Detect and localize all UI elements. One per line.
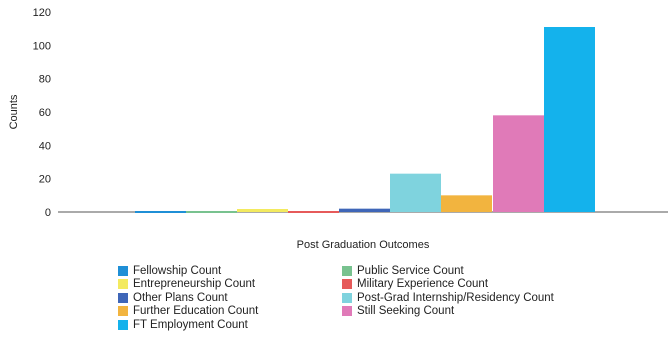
- bar-further-education-count: [441, 195, 492, 212]
- legend-item-public-service-count: Public Service Count: [342, 264, 602, 278]
- bar-still-seeking-count: [493, 115, 544, 212]
- legend-swatch: [342, 292, 352, 303]
- legend-swatch: [118, 292, 128, 303]
- legend-label: Entrepreneurship Count: [133, 278, 256, 291]
- legend-swatch: [118, 319, 128, 330]
- legend-swatch: [342, 265, 352, 276]
- legend: Fellowship Count Public Service Count Entr…: [118, 264, 618, 332]
- legend-swatch: [118, 279, 128, 290]
- legend-item-fellowship-count: Fellowship Count: [118, 264, 342, 278]
- bar-fellowship-count: [135, 211, 186, 213]
- legend-swatch: [342, 279, 352, 290]
- y-tick-label: 120: [33, 7, 51, 19]
- legend-label: Post-Grad Internship/Residency Count: [357, 291, 554, 304]
- legend-item-military-experience-count: Military Experience Count: [342, 278, 602, 292]
- legend-item-still-seeking-count: Still Seeking Count: [342, 305, 602, 319]
- bars: [135, 27, 595, 213]
- legend-label: FT Employment Count: [133, 318, 248, 331]
- legend-label: Military Experience Count: [357, 278, 489, 291]
- legend-swatch: [118, 306, 128, 317]
- bar-ft-employment-count: [544, 27, 595, 212]
- legend-label: Other Plans Count: [133, 291, 228, 304]
- legend-swatch: [118, 265, 128, 276]
- y-tick-label: 100: [33, 40, 51, 52]
- legend-label: Still Seeking Count: [357, 305, 455, 318]
- legend-label: Fellowship Count: [133, 264, 222, 277]
- legend-label: Further Education Count: [133, 305, 259, 318]
- legend-label: Public Service Count: [357, 264, 464, 277]
- bar-entrepreneurship-count: [237, 209, 288, 212]
- legend-item-entrepreneurship-count: Entrepreneurship Count: [118, 278, 342, 292]
- bar-post-grad-internship-residency-count: [390, 173, 441, 212]
- legend-item-further-education-count: Further Education Count: [118, 305, 342, 319]
- y-axis: 0 20 40 60 80 100 120: [33, 7, 51, 219]
- y-tick-label: 20: [39, 174, 51, 186]
- y-tick-label: 60: [39, 107, 51, 119]
- bar-other-plans-count: [339, 208, 390, 212]
- y-tick-label: 0: [45, 207, 51, 219]
- legend-swatch: [342, 306, 352, 317]
- y-axis-title: Counts: [8, 94, 20, 129]
- y-tick-label: 80: [39, 74, 51, 86]
- x-axis-title: Post Graduation Outcomes: [297, 239, 430, 251]
- legend-item-other-plans-count: Other Plans Count: [118, 291, 342, 305]
- bar-military-experience-count: [288, 211, 339, 213]
- legend-item-ft-employment-count: FT Employment Count: [118, 318, 342, 332]
- legend-item-post-grad-internship-residency-count: Post-Grad Internship/Residency Count: [342, 291, 602, 305]
- y-tick-label: 40: [39, 140, 51, 152]
- bar-public-service-count: [186, 211, 237, 213]
